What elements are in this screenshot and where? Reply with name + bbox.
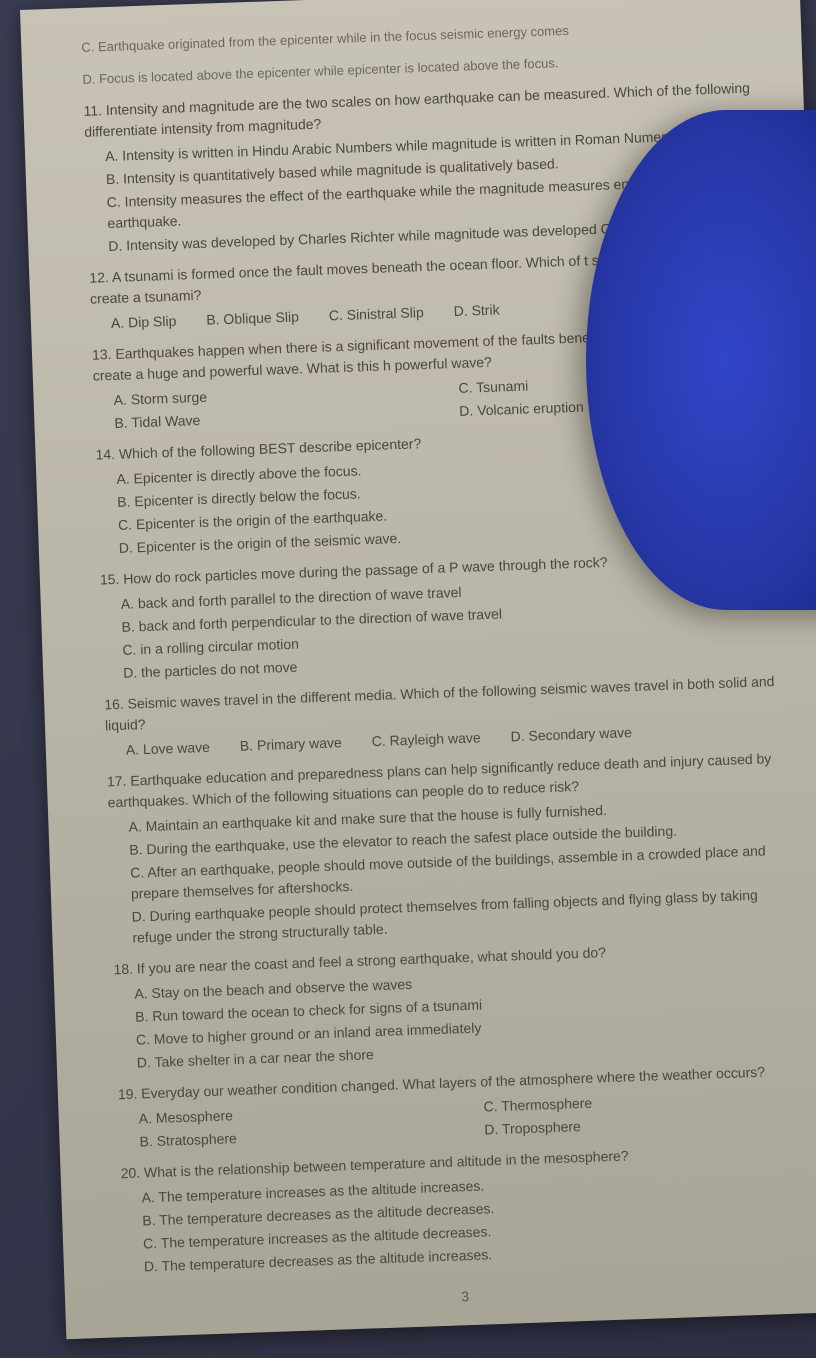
q16-option-a: A. Love wave	[126, 737, 211, 761]
page-number: 3	[125, 1274, 805, 1319]
q12-option-d: D. Strik	[453, 299, 500, 322]
q16-option-c: C. Rayleigh wave	[371, 727, 481, 752]
question-17: 17. Earthquake education and preparednes…	[107, 748, 793, 950]
q12-option-c: C. Sinistral Slip	[328, 302, 424, 326]
q12-option-a: A. Dip Slip	[111, 311, 177, 334]
question-16: 16. Seismic waves travel in the differen…	[104, 671, 786, 762]
question-19: 19. Everyday our weather condition chang…	[118, 1061, 800, 1154]
q16-option-d: D. Secondary wave	[510, 722, 632, 747]
q12-option-b: B. Oblique Slip	[206, 306, 299, 330]
question-20: 20. What is the relationship between tem…	[120, 1139, 804, 1278]
question-18: 18. If you are near the coast and feel a…	[113, 936, 797, 1075]
q16-option-b: B. Primary wave	[240, 732, 343, 757]
